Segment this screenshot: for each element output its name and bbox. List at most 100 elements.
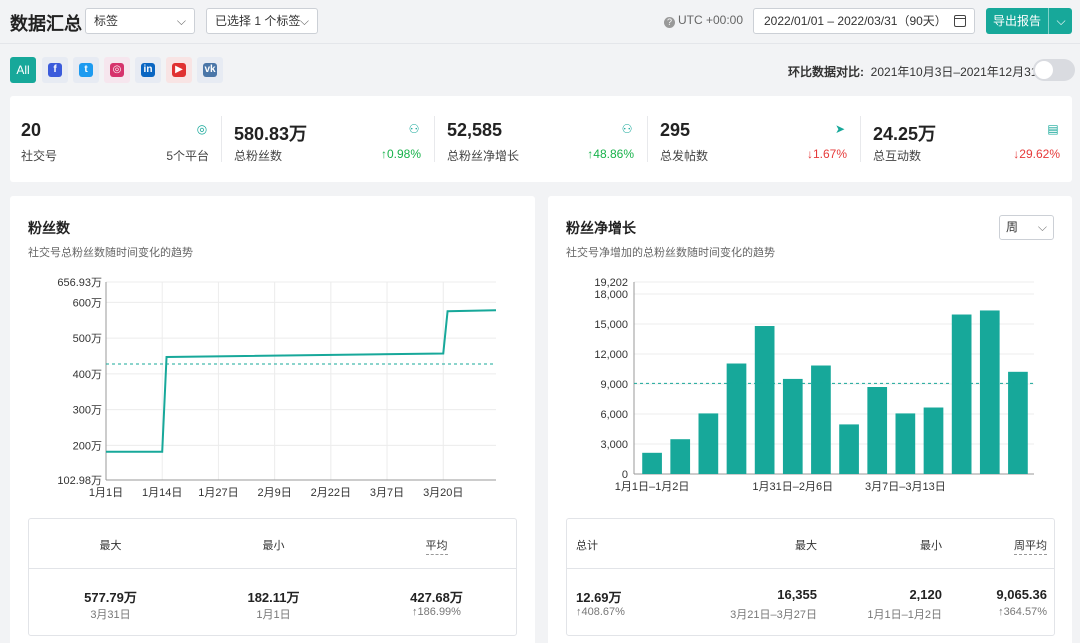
y-tick-label: 200万 [73,440,102,452]
summary-avg-change: ↑186.99% [412,606,461,618]
facebook-icon: f [48,63,62,77]
bar [951,314,972,474]
stat-label: 总互动数 [873,149,922,163]
timezone[interactable]: ? UTC +00:00 [664,13,743,28]
x-tick-label: 1月31日–2月6日 [752,481,833,493]
user-circle-icon: ◎ [196,122,208,136]
y-tick-label: 0 [622,469,628,481]
arrow-up-icon: ↑ [380,147,387,161]
summary-header-weekly-avg[interactable]: 周平均 [947,537,1047,555]
stat-value: 24.25万 [873,124,937,144]
y-tick-label: 500万 [73,333,102,345]
bar [923,407,944,474]
chevron-down-icon: ⌵ [299,14,309,28]
bar [811,365,831,474]
platform-instagram-button[interactable]: ◎ [104,57,130,83]
divider [434,116,435,162]
compare-period: 环比数据对比: 2021年10月3日–2021年12月31日 [788,63,1049,80]
compare-toggle[interactable] [1033,59,1075,81]
bar [698,413,719,474]
bar [979,310,1000,474]
bar [867,387,888,474]
chevron-down-icon: ⌵ [176,14,186,28]
x-tick-label: 3月7日–3月13日 [865,481,946,493]
stat-label: 社交号 [21,149,58,163]
summary-weekly-avg-value: 9,065.36 [996,587,1047,602]
panel-title: 粉丝数 [28,220,70,236]
export-label: 导出报告 [992,14,1041,28]
bar [642,452,662,474]
tag-filter-select[interactable]: 已选择 1 个标签 ⌵ [206,8,318,34]
stat-extra: 5个平台 [166,149,209,163]
x-tick-label: 1月1日 [89,487,123,499]
calendar-icon [954,15,966,27]
export-dropdown-icon[interactable]: ⌵ [1056,14,1066,28]
y-tick-label: 12,000 [594,349,628,361]
summary-header [29,519,516,569]
stat-value: 580.83万 [234,124,308,144]
period-select[interactable]: 周 ⌵ [999,215,1054,240]
arrow-down-icon: ↓ [1013,147,1020,161]
user-plus-icon: ⚇ [408,122,420,136]
stat-change: ↓1.67% [806,147,847,161]
compare-label: 环比数据对比: [788,65,864,79]
stat-value: 295 [660,120,691,140]
growth-summary: 总计 最大 最小 周平均 12.69万 16,355 2,120 9,065.3… [566,518,1055,636]
summary-min-date: 1月1日 [256,609,291,621]
platform-linkedin-button[interactable]: in [135,57,161,83]
platform-vk-button[interactable]: vk [197,57,223,83]
youtube-icon: ▶ [172,63,186,77]
summary-min-value: 182.11万 [247,590,300,605]
y-tick-label: 9,000 [600,379,628,391]
fans-panel: 粉丝数 社交号总粉丝数随时间变化的趋势 102.98万 200万 300万 400万 5… [10,196,535,643]
summary-header-min: 最小 [920,540,942,552]
timezone-label: UTC +00:00 [678,13,744,27]
y-tick-label: 600万 [73,297,102,309]
vk-icon: vk [203,63,217,77]
divider [1048,8,1049,34]
y-tick-label: 300万 [73,405,102,417]
summary-header [567,519,1054,569]
tag-type-select[interactable]: 标签 ⌵ [85,8,195,34]
fans-line-chart[interactable]: 102.98万 200万 300万 400万 500万 600万 656.93万 1月1日 1月… [10,274,535,504]
x-tick-label: 1月27日 [198,487,238,499]
bar [1008,371,1028,474]
y-tick-label: 400万 [73,369,102,381]
summary-max-value: 16,355 [777,587,817,602]
twitter-icon: t [79,63,93,77]
platform-all-button[interactable]: All [10,57,36,83]
summary-header-total: 总计 [576,540,598,552]
summary-header-avg[interactable]: 平均 [355,537,518,555]
platform-facebook-button[interactable]: f [42,57,68,83]
help-icon: ? [664,17,675,28]
stat-total-engagement: 24.25万 总互动数 ▤ ↓29.62% [862,96,1060,182]
stat-change: ↑48.86% [587,147,634,161]
divider [647,116,648,162]
platform-twitter-button[interactable]: t [73,57,99,83]
summary-max-date: 3月31日 [90,609,131,621]
panel-title: 粉丝净增长 [566,220,636,236]
platform-youtube-button[interactable]: ▶ [166,57,192,83]
stat-label: 总发帖数 [660,149,709,163]
y-tick-label: 3,000 [600,439,628,451]
x-tick-label: 1月14日 [142,487,182,499]
stat-total-fans: 580.83万 总粉丝数 ⚇ ↑0.98% [223,96,421,182]
date-range-picker[interactable]: 2022/01/01 – 2022/03/31（90天） [753,8,975,34]
y-tick-label: 656.93万 [57,277,102,289]
summary-header-max: 最大 [795,540,817,552]
stat-change: ↑0.98% [380,147,421,161]
stat-total-posts: 295 总发帖数 ➤ ↓1.67% [649,96,847,182]
bar [754,326,775,474]
comment-icon: ▤ [1047,122,1059,136]
arrow-up-icon: ↑ [587,147,594,161]
growth-bar-chart[interactable]: 0 3,000 6,000 9,000 12,000 15,000 18,00019,202… [548,274,1072,504]
page-title: 数据汇总 [10,14,82,34]
x-tick-label: 3月7日 [370,487,404,499]
user-add-icon: ⚇ [621,122,633,136]
period-value: 周 [1006,220,1019,234]
export-report-button[interactable]: 导出报告 ⌵ [986,8,1072,34]
fans-summary: 最大 最小 平均 577.79万 182.11万 427.68万 3月31日 1… [28,518,517,636]
summary-total-value: 12.69万 [576,590,622,605]
divider [221,116,222,162]
summary-avg-value: 427.68万 [410,590,463,605]
